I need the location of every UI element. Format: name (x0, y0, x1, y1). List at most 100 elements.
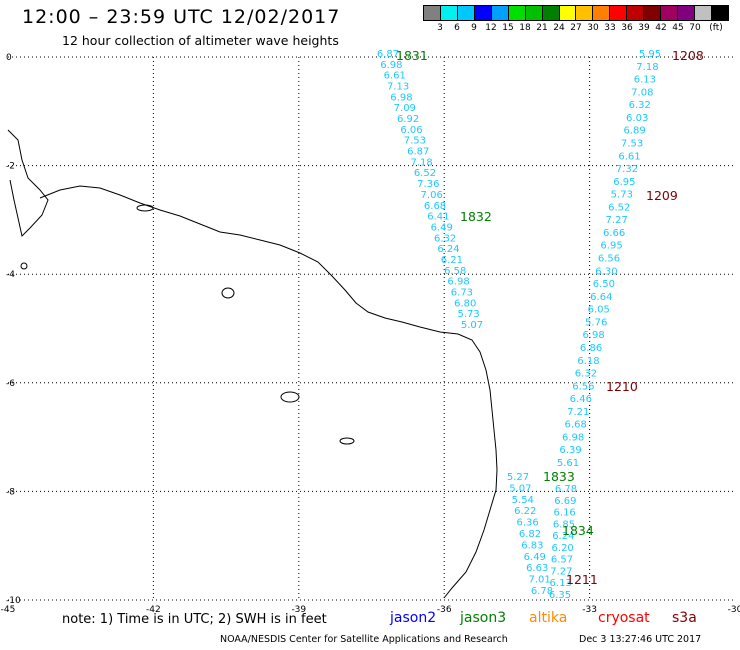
footer-note: note: 1) Time is in UTC; 2) SWH is in fe… (62, 612, 327, 627)
wave-height-value: 6.18 (577, 356, 599, 367)
scale-swatch (474, 6, 492, 20)
color-scale-bar (423, 5, 729, 21)
wave-height-value: 5.73 (611, 190, 633, 201)
wave-height-value: 6.98 (562, 432, 584, 443)
page-subtitle: 12 hour collection of altimeter wave hei… (62, 33, 339, 48)
scale-swatch (695, 6, 712, 20)
scale-label: 21 (536, 23, 548, 33)
wave-height-value: 6.24 (437, 244, 459, 255)
wave-height-value: 6.21 (441, 255, 463, 266)
lat-tick-label: -10 (6, 596, 21, 606)
scale-label: 70 (689, 23, 701, 33)
lat-tick-label: -6 (6, 379, 15, 389)
wave-height-value: 6.85 (553, 519, 575, 530)
track-pass-label: 1831 (396, 48, 428, 63)
scale-swatch (525, 6, 543, 20)
lon-tick-label: -42 (146, 605, 161, 615)
wave-height-value: 6.52 (414, 168, 436, 179)
wave-height-value: 6.50 (593, 279, 615, 290)
wave-height-value: 6.05 (588, 305, 610, 316)
wave-height-value: 6.39 (559, 445, 581, 456)
scale-swatch (508, 6, 526, 20)
wave-height-value: 6.73 (451, 287, 473, 298)
scale-label: 42 (655, 23, 667, 33)
wave-height-value: 6.82 (519, 529, 541, 540)
color-scale-legend: 3 6 9 12 15 18 21 24 27 30 33 36 39 42 45 70 (ft) (423, 5, 729, 35)
wave-height-value: 7.01 (528, 575, 550, 586)
scale-label: 45 (672, 23, 684, 33)
wave-height-value: 6.49 (524, 552, 546, 563)
track-pass-label: 1834 (562, 523, 594, 538)
scale-label: 12 (485, 23, 497, 33)
wave-height-value: 6.87 (377, 49, 399, 60)
track-pass-label: 1210 (606, 379, 638, 394)
scale-label: 6 (454, 23, 460, 33)
wave-height-value: 6.98 (390, 92, 412, 103)
scale-swatch (457, 6, 475, 20)
satellite-legend-item: jason2 (390, 610, 437, 626)
scale-swatch (678, 6, 695, 20)
wave-height-value: 7.27 (550, 566, 572, 577)
coastline (7, 129, 498, 599)
wave-height-value: 6.56 (598, 254, 620, 265)
wave-height-value: 6.68 (565, 420, 587, 431)
wave-height-value: 6.68 (424, 201, 446, 212)
wave-height-value: 6.13 (634, 75, 656, 86)
lat-tick-label: -4 (6, 270, 15, 280)
lat-tick-label: -2 (6, 162, 15, 172)
wave-height-value: 6.36 (516, 518, 538, 529)
satellite-legend-item: cryosat (598, 610, 650, 626)
scale-label: 27 (570, 23, 582, 33)
wave-height-value: 7.18 (636, 62, 658, 73)
track-pass-label: 1832 (460, 209, 492, 224)
wave-height-value: 6.32 (434, 233, 456, 244)
wave-height-value: 6.56 (572, 381, 594, 392)
scale-label: 18 (519, 23, 531, 33)
wave-height-value: 6.06 (400, 125, 422, 136)
scale-label: 3 (437, 23, 443, 33)
wave-height-value: 6.98 (447, 277, 469, 288)
wave-height-value: 6.57 (551, 555, 573, 566)
scale-label: 9 (471, 23, 477, 33)
wave-height-value: 5.95 (639, 49, 661, 60)
scale-label: 15 (502, 23, 514, 33)
wave-height-value: 5.27 (507, 472, 529, 483)
scale-swatch (627, 6, 645, 20)
wave-height-value: 6.24 (552, 531, 574, 542)
scale-label: 33 (604, 23, 616, 33)
wave-height-value: 6.30 (595, 266, 617, 277)
wave-height-value: 7.06 (421, 190, 443, 201)
wave-height-value: 6.78 (555, 484, 577, 495)
scale-label: 36 (621, 23, 633, 33)
wave-height-value: 6.98 (582, 330, 604, 341)
island-outline (339, 437, 355, 445)
track-pass-label: 1208 (672, 48, 704, 63)
wave-height-value: 6.46 (570, 394, 592, 405)
satellite-legend-item: jason3 (460, 610, 507, 626)
lon-tick-label: -36 (437, 605, 452, 615)
satellite-legend-item: altika (529, 610, 568, 626)
wave-height-value: 7.08 (631, 87, 653, 98)
lat-tick-label: 0 (6, 53, 12, 63)
island-outline (280, 391, 300, 403)
wave-height-value: 6.03 (626, 113, 648, 124)
wave-height-value: 7.53 (404, 136, 426, 147)
wave-height-value: 6.32 (575, 369, 597, 380)
credit-text: NOAA/NESDIS Center for Satellite Applica… (220, 634, 508, 645)
scale-swatch (576, 6, 594, 20)
island-outline (7, 129, 49, 237)
satellite-legend-item: s3a (672, 610, 697, 626)
lon-tick-label: -33 (582, 605, 597, 615)
wave-height-value: 6.20 (552, 543, 574, 554)
scale-swatch (661, 6, 679, 20)
page-title: 12:00 – 23:59 UTC 12/02/2017 (22, 6, 341, 28)
wave-height-value: 6.52 (608, 202, 630, 213)
scale-label: 39 (638, 23, 650, 33)
scale-swatch (424, 6, 441, 20)
wave-height-value: 6.89 (623, 126, 645, 137)
scale-swatch (559, 6, 577, 20)
scale-swatch (440, 6, 458, 20)
wave-height-value: 7.27 (606, 215, 628, 226)
color-scale-labels: 3 6 9 12 15 18 21 24 27 30 33 36 39 42 45 70 (ft) (423, 21, 729, 35)
